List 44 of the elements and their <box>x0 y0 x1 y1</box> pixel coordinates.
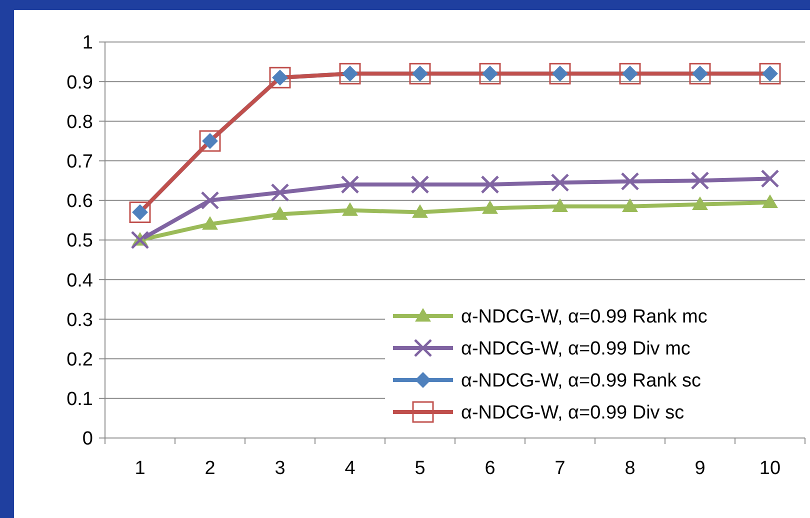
x-tick-label: 2 <box>204 458 216 479</box>
point <box>342 202 358 216</box>
y-tick-label: 0.3 <box>66 310 93 331</box>
point <box>760 169 780 188</box>
point <box>482 200 498 214</box>
y-tick-label: 0.1 <box>66 389 93 410</box>
point <box>620 172 640 191</box>
point <box>412 204 428 218</box>
point <box>202 216 218 230</box>
point <box>550 173 570 192</box>
x-tick-label: 3 <box>274 458 286 479</box>
y-tick-label: 0.7 <box>66 151 93 172</box>
point <box>340 175 360 194</box>
point <box>692 196 708 210</box>
point <box>130 230 150 250</box>
point <box>552 198 568 212</box>
point <box>272 206 288 220</box>
y-tick-label: 0.8 <box>66 112 93 133</box>
point <box>200 191 220 210</box>
y-tick-label: 0.2 <box>66 349 93 370</box>
point <box>410 175 430 194</box>
x-tick-label: 9 <box>694 458 706 479</box>
point <box>690 171 710 190</box>
x-tick-label: 10 <box>759 458 781 479</box>
legend-label: α-NDCG-W, α=0.99 Rank sc <box>461 370 701 392</box>
x-tick-label: 6 <box>484 458 496 479</box>
y-tick-label: 1 <box>82 32 93 54</box>
point <box>622 198 638 212</box>
x-tick-label: 4 <box>344 458 356 479</box>
y-tick-label: 0.9 <box>66 72 93 94</box>
legend-label: α-NDCG-W, α=0.99 Div sc <box>461 402 684 424</box>
y-tick-label: 0.5 <box>66 230 93 252</box>
point <box>762 194 778 208</box>
point <box>480 175 500 194</box>
x-tick-label: 5 <box>414 458 426 479</box>
legend-label: α-NDCG-W, α=0.99 Div mc <box>461 338 690 360</box>
point <box>270 183 290 202</box>
y-tick-label: 0 <box>82 428 93 450</box>
x-tick-label: 8 <box>624 458 636 479</box>
legend-label: α-NDCG-W, α=0.99 Rank mc <box>461 306 708 328</box>
y-tick-label: 0.6 <box>66 191 93 212</box>
x-tick-label: 7 <box>554 458 566 479</box>
x-tick-label: 1 <box>134 458 146 479</box>
y-tick-label: 0.4 <box>66 270 94 292</box>
